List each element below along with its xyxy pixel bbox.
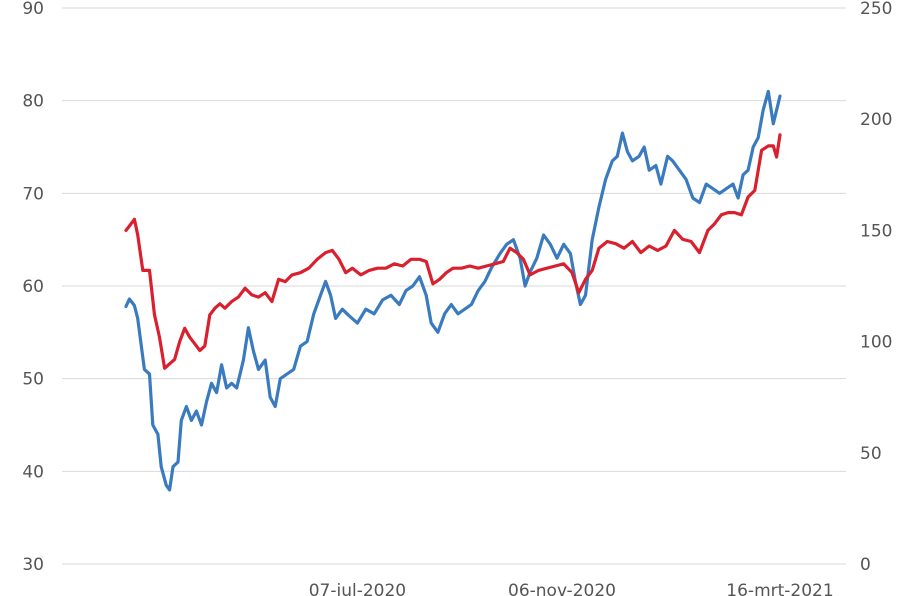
right-axis-tick-label: 150 (860, 221, 892, 241)
left-axis-tick-labels: 30 40 50 60 70 80 90 (22, 0, 44, 575)
x-axis-tick-label: 06-nov-2020 (508, 581, 616, 596)
x-axis-tick-label: 16-mrt-2021 (726, 581, 833, 596)
right-axis-tick-labels: 0 50 100 150 200 250 (860, 0, 892, 575)
left-axis-series-line (124, 89, 782, 492)
left-axis-tick-label: 60 (22, 277, 44, 297)
right-axis-tick-label: 0 (860, 555, 871, 575)
right-axis-tick-label: 200 (860, 110, 892, 130)
left-axis-tick-label: 80 (22, 92, 44, 112)
series-layer (124, 89, 782, 492)
right-axis-tick-label: 250 (860, 0, 892, 19)
left-axis-tick-label: 40 (22, 462, 44, 482)
right-axis-tick-label: 50 (860, 444, 882, 464)
left-axis-tick-label: 70 (22, 184, 44, 204)
left-axis-tick-label: 90 (22, 0, 44, 19)
gridlines (62, 7, 846, 565)
left-axis-tick-label: 50 (22, 370, 44, 390)
x-axis-tick-labels: 07-jul-2020 06-nov-2020 16-mrt-2021 (309, 581, 834, 596)
right-axis-tick-label: 100 (860, 333, 892, 353)
left-axis-tick-label: 30 (22, 555, 44, 575)
x-axis-tick-label: 07-jul-2020 (309, 581, 406, 596)
right-axis-series-line (124, 133, 782, 370)
